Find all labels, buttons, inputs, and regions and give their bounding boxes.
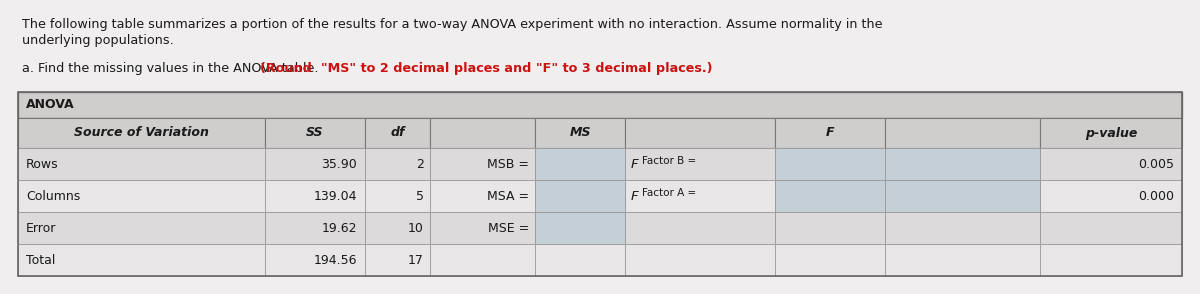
Bar (535, 148, 625, 180)
Bar (535, 212, 625, 244)
Text: MSE =: MSE = (487, 221, 529, 235)
Bar (430, 244, 535, 276)
Text: 10: 10 (408, 221, 424, 235)
Text: Rows: Rows (26, 158, 59, 171)
Bar (430, 148, 535, 180)
Text: The following table summarizes a portion of the results for a two-way ANOVA expe: The following table summarizes a portion… (22, 18, 882, 31)
Bar (430, 212, 535, 244)
Bar (430, 180, 535, 212)
Text: a. Find the missing values in the ANOVA table.: a. Find the missing values in the ANOVA … (22, 62, 323, 75)
Bar (365, 118, 430, 148)
Text: 17: 17 (408, 253, 424, 266)
Text: p-value: p-value (1085, 126, 1138, 139)
Bar (775, 180, 886, 212)
Bar (265, 212, 365, 244)
Text: F: F (631, 158, 638, 171)
Text: underlying populations.: underlying populations. (22, 34, 174, 47)
Bar (625, 180, 775, 212)
Bar (625, 212, 775, 244)
Text: F: F (826, 126, 834, 139)
Text: 139.04: 139.04 (313, 190, 358, 203)
Bar (18, 244, 265, 276)
Bar (265, 180, 365, 212)
Bar (625, 244, 775, 276)
Bar (775, 180, 886, 212)
Bar (775, 118, 886, 148)
Bar (886, 212, 1040, 244)
Bar (625, 148, 775, 180)
Text: df: df (390, 126, 404, 139)
Bar (365, 244, 430, 276)
Text: SS: SS (306, 126, 324, 139)
Bar (1040, 180, 1182, 212)
Text: 2: 2 (416, 158, 424, 171)
Text: Total: Total (26, 253, 55, 266)
Bar (1040, 244, 1182, 276)
Text: Factor B =: Factor B = (642, 156, 696, 166)
Bar (775, 148, 886, 180)
Text: 5: 5 (416, 190, 424, 203)
Bar (775, 244, 886, 276)
Bar (365, 212, 430, 244)
Bar (1040, 212, 1182, 244)
Bar (535, 244, 625, 276)
Bar (365, 180, 430, 212)
Bar (535, 180, 625, 212)
Text: MSA =: MSA = (487, 190, 529, 203)
Bar (886, 148, 1040, 180)
Bar (18, 92, 1182, 276)
Text: MSB =: MSB = (487, 158, 529, 171)
Bar (535, 180, 625, 212)
Bar (886, 148, 1040, 180)
Text: F: F (631, 191, 638, 203)
Bar (18, 212, 265, 244)
Text: Error: Error (26, 221, 56, 235)
Text: ANOVA: ANOVA (26, 98, 74, 111)
Bar (886, 244, 1040, 276)
Bar (18, 92, 1182, 118)
Text: Columns: Columns (26, 190, 80, 203)
Bar (18, 118, 265, 148)
Bar (775, 212, 886, 244)
Bar (265, 244, 365, 276)
Text: 0.005: 0.005 (1138, 158, 1174, 171)
Text: Factor A =: Factor A = (642, 188, 696, 198)
Bar (886, 118, 1040, 148)
Bar (886, 180, 1040, 212)
Text: 194.56: 194.56 (313, 253, 358, 266)
Bar (775, 148, 886, 180)
Text: 19.62: 19.62 (322, 221, 358, 235)
Bar (535, 148, 625, 180)
Text: (Round  "MS" to 2 decimal places and "F" to 3 decimal places.): (Round "MS" to 2 decimal places and "F" … (260, 62, 713, 75)
Text: 0.000: 0.000 (1138, 190, 1174, 203)
Bar (886, 180, 1040, 212)
Text: 35.90: 35.90 (322, 158, 358, 171)
Bar (535, 118, 625, 148)
Bar (625, 118, 775, 148)
Bar (365, 148, 430, 180)
Bar (430, 118, 535, 148)
Bar (535, 212, 625, 244)
Bar (1040, 118, 1182, 148)
Bar (265, 118, 365, 148)
Text: MS: MS (569, 126, 590, 139)
Bar (18, 148, 265, 180)
Bar (265, 148, 365, 180)
Bar (1040, 148, 1182, 180)
Text: Source of Variation: Source of Variation (74, 126, 209, 139)
Bar (18, 180, 265, 212)
